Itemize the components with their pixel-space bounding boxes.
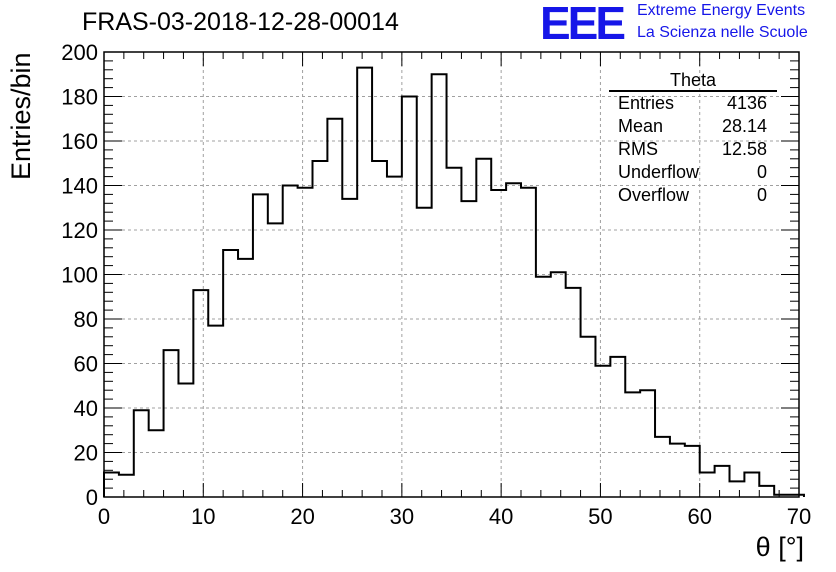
histogram-bin xyxy=(610,357,625,497)
histogram-bin xyxy=(342,199,357,497)
chart-title: FRAS-03-2018-12-28-00014 xyxy=(82,8,399,36)
y-tick-label: 180 xyxy=(61,85,98,110)
histogram-bin xyxy=(625,392,640,497)
stats-label: Entries xyxy=(618,93,675,113)
histogram-bin xyxy=(313,161,328,497)
histogram-bin xyxy=(134,410,149,497)
histogram-bin xyxy=(298,188,313,497)
logo-subtitle-line2: La Scienza nelle Scuole xyxy=(637,24,808,41)
histogram-bin xyxy=(506,183,521,497)
histogram-bin xyxy=(357,68,372,497)
histogram-bin xyxy=(566,288,581,497)
histogram-bin xyxy=(715,466,730,497)
stats-label: Mean xyxy=(618,116,664,136)
stats-title: Theta xyxy=(609,70,777,92)
y-tick-label: 40 xyxy=(74,396,98,421)
y-tick-label: 80 xyxy=(74,307,98,332)
stats-value: 12.58 xyxy=(721,139,767,159)
stats-label: RMS xyxy=(618,139,658,159)
y-tick-label: 100 xyxy=(61,263,98,288)
histogram-bin xyxy=(670,444,685,497)
x-axis-label: θ [°] xyxy=(755,532,804,562)
x-tick-label: 40 xyxy=(489,504,513,529)
histogram-outline xyxy=(103,66,805,497)
stats-row-rms: RMS 12.58 xyxy=(609,138,777,161)
histogram-bin xyxy=(432,74,447,497)
histogram-bin xyxy=(581,337,596,497)
histogram-bin xyxy=(521,188,536,497)
histogram-bin xyxy=(655,437,670,497)
histogram-bin xyxy=(327,119,342,497)
histogram-bin xyxy=(164,350,179,497)
y-tick-label: 200 xyxy=(61,40,98,65)
histogram-bin xyxy=(208,326,223,497)
histogram-bin xyxy=(119,475,134,497)
histogram-bin xyxy=(447,168,462,497)
histogram-bin xyxy=(476,159,491,497)
y-tick-label: 0 xyxy=(86,485,98,510)
y-tick-label: 120 xyxy=(61,218,98,243)
x-tick-label: 70 xyxy=(787,504,811,529)
stats-value: 4136 xyxy=(726,93,767,113)
histogram-bin xyxy=(730,481,745,497)
y-tick-label: 20 xyxy=(74,441,98,466)
y-axis-label: Entries/bin xyxy=(6,52,36,180)
stats-box: Theta Entries 4136 Mean 28.14 RMS 12.58 … xyxy=(609,70,777,207)
stats-value: 0 xyxy=(756,162,767,182)
histogram-bin xyxy=(759,486,774,497)
histogram-bin xyxy=(178,384,193,497)
y-tick-label: 160 xyxy=(61,129,98,154)
stats-row-overflow: Overflow 0 xyxy=(609,184,777,207)
stats-row-mean: Mean 28.14 xyxy=(609,115,777,138)
x-tick-label: 20 xyxy=(290,504,314,529)
histogram-bin xyxy=(461,201,476,497)
histogram-bin xyxy=(149,430,164,497)
histogram-bin xyxy=(402,97,417,498)
histogram-bin xyxy=(372,161,387,497)
histogram-bin xyxy=(104,473,119,497)
logo-subtitle-line1: Extreme Energy Events xyxy=(637,2,806,19)
stats-row-entries: Entries 4136 xyxy=(609,92,777,115)
x-tick-label: 10 xyxy=(191,504,215,529)
histogram-bin xyxy=(551,272,566,497)
histogram-bin xyxy=(536,277,551,497)
histogram-bin xyxy=(595,366,610,497)
x-tick-label: 0 xyxy=(98,504,110,529)
eee-logo: EEE xyxy=(540,0,626,49)
histogram-bin xyxy=(700,473,715,497)
x-tick-label: 60 xyxy=(687,504,711,529)
histogram-bin xyxy=(223,250,238,497)
x-tick-label: 50 xyxy=(588,504,612,529)
histogram-bin xyxy=(685,446,700,497)
stats-value: 0 xyxy=(756,185,767,205)
x-tick-label: 30 xyxy=(390,504,414,529)
histogram-bin xyxy=(640,390,655,497)
histogram-bin xyxy=(283,186,298,498)
stats-value: 28.14 xyxy=(721,116,767,136)
histogram-bin xyxy=(417,208,432,497)
histogram-bin xyxy=(491,190,506,497)
histogram-bin xyxy=(253,194,268,497)
histogram-bin xyxy=(193,290,208,497)
histogram-bin xyxy=(238,259,253,497)
histogram-bin xyxy=(744,473,759,497)
stats-row-underflow: Underflow 0 xyxy=(609,161,777,184)
histogram-bin xyxy=(268,223,283,497)
histogram-bin xyxy=(387,177,402,497)
stats-label: Overflow xyxy=(618,185,690,205)
y-tick-label: 60 xyxy=(74,352,98,377)
stats-label: Underflow xyxy=(618,162,700,182)
y-tick-label: 140 xyxy=(61,174,98,199)
